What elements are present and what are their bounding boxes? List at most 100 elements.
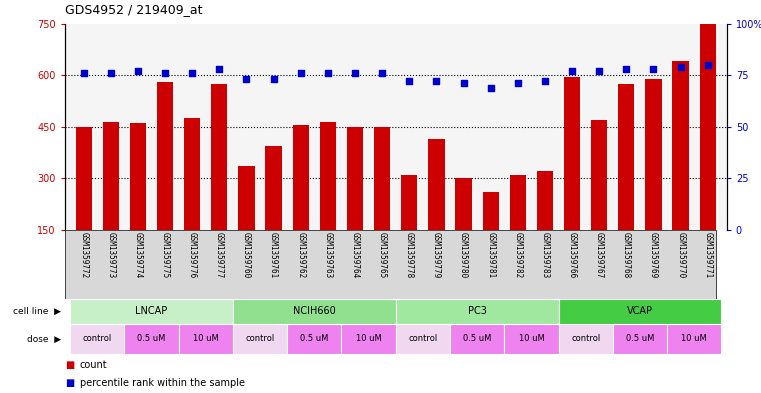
Bar — [233, 324, 287, 354]
Text: ■: ■ — [65, 360, 74, 371]
Text: GSM1359766: GSM1359766 — [568, 232, 577, 278]
Point — [213, 66, 225, 72]
Text: GDS4952 / 219409_at: GDS4952 / 219409_at — [65, 3, 202, 16]
Bar — [287, 324, 342, 354]
Bar — [238, 166, 255, 230]
Bar — [184, 118, 200, 230]
Bar — [591, 120, 607, 230]
Bar — [613, 324, 667, 354]
Bar — [103, 121, 119, 230]
Point — [349, 70, 361, 76]
Text: control: control — [408, 334, 438, 343]
Text: dose  ▶: dose ▶ — [27, 334, 61, 343]
Bar — [510, 175, 526, 230]
Text: GSM1359760: GSM1359760 — [242, 232, 251, 278]
Text: 0.5 uM: 0.5 uM — [300, 334, 329, 343]
Bar — [266, 146, 282, 230]
Text: control: control — [246, 334, 275, 343]
Bar — [559, 324, 613, 354]
Bar — [401, 175, 418, 230]
Text: 0.5 uM: 0.5 uM — [137, 334, 166, 343]
Bar — [124, 324, 179, 354]
Bar — [342, 324, 396, 354]
Text: GSM1359771: GSM1359771 — [703, 232, 712, 278]
Bar — [564, 77, 580, 230]
Text: GSM1359777: GSM1359777 — [215, 232, 224, 278]
Bar — [179, 324, 233, 354]
Bar — [455, 178, 472, 230]
Text: control: control — [571, 334, 600, 343]
Bar — [618, 84, 635, 230]
Text: GSM1359762: GSM1359762 — [296, 232, 305, 278]
Point — [430, 78, 442, 84]
Text: NCIH660: NCIH660 — [293, 307, 336, 316]
Text: GSM1359764: GSM1359764 — [351, 232, 359, 278]
Text: GSM1359769: GSM1359769 — [649, 232, 658, 278]
Text: percentile rank within the sample: percentile rank within the sample — [80, 378, 245, 388]
Text: 0.5 uM: 0.5 uM — [626, 334, 654, 343]
Bar — [537, 171, 553, 230]
Text: GSM1359765: GSM1359765 — [377, 232, 387, 278]
Text: GSM1359773: GSM1359773 — [107, 232, 116, 278]
Text: VCAP: VCAP — [627, 307, 653, 316]
Point — [240, 76, 253, 83]
Text: 10 uM: 10 uM — [193, 334, 218, 343]
Bar — [320, 121, 336, 230]
Point — [539, 78, 551, 84]
Bar — [70, 324, 124, 354]
Point — [268, 76, 280, 83]
Point — [648, 66, 660, 72]
Point — [105, 70, 117, 76]
Text: ■: ■ — [65, 378, 74, 388]
Text: GSM1359772: GSM1359772 — [79, 232, 88, 278]
Text: GSM1359775: GSM1359775 — [161, 232, 170, 278]
Point — [620, 66, 632, 72]
Bar — [396, 299, 559, 324]
Text: cell line  ▶: cell line ▶ — [13, 307, 61, 316]
Bar — [482, 192, 498, 230]
Text: GSM1359779: GSM1359779 — [432, 232, 441, 278]
Bar — [428, 139, 444, 230]
Text: 10 uM: 10 uM — [355, 334, 381, 343]
Bar — [667, 324, 721, 354]
Point — [295, 70, 307, 76]
Text: GSM1359783: GSM1359783 — [540, 232, 549, 278]
Text: GSM1359781: GSM1359781 — [486, 232, 495, 278]
Text: GSM1359782: GSM1359782 — [514, 232, 522, 278]
Point — [511, 80, 524, 86]
Text: PC3: PC3 — [468, 307, 486, 316]
Bar — [130, 123, 146, 230]
Bar — [645, 79, 661, 230]
Text: GSM1359770: GSM1359770 — [676, 232, 685, 278]
Bar — [673, 61, 689, 230]
Text: 0.5 uM: 0.5 uM — [463, 334, 492, 343]
Bar — [450, 324, 505, 354]
Text: GSM1359776: GSM1359776 — [188, 232, 196, 278]
Point — [457, 80, 470, 86]
Point — [376, 70, 388, 76]
Point — [485, 84, 497, 91]
Text: GSM1359763: GSM1359763 — [323, 232, 333, 278]
Text: control: control — [83, 334, 112, 343]
Text: GSM1359768: GSM1359768 — [622, 232, 631, 278]
Text: GSM1359778: GSM1359778 — [405, 232, 414, 278]
Text: GSM1359780: GSM1359780 — [459, 232, 468, 278]
Text: count: count — [80, 360, 107, 371]
Bar — [559, 299, 721, 324]
Bar — [70, 299, 233, 324]
Bar — [505, 324, 559, 354]
Bar — [157, 82, 174, 230]
Text: GSM1359774: GSM1359774 — [133, 232, 142, 278]
Bar — [293, 125, 309, 230]
Bar — [396, 324, 450, 354]
Text: LNCAP: LNCAP — [135, 307, 167, 316]
Text: 10 uM: 10 uM — [518, 334, 544, 343]
Bar — [75, 127, 92, 230]
Point — [186, 70, 199, 76]
Text: GSM1359767: GSM1359767 — [595, 232, 603, 278]
Point — [702, 62, 714, 68]
Bar — [233, 299, 396, 324]
Point — [593, 68, 605, 74]
Point — [322, 70, 334, 76]
Point — [159, 70, 171, 76]
